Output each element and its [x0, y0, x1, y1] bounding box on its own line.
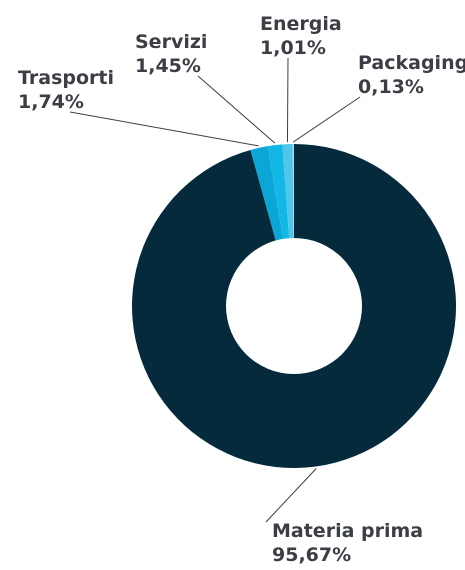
slice-label-trasporti: Trasporti: [18, 67, 114, 89]
leader-line-servizi: [197, 75, 276, 144]
slice-value-energia: 1,01%: [260, 37, 326, 59]
donut-hole: [226, 238, 362, 374]
leader-line-packaging: [293, 96, 361, 143]
leader-line-energia: [286, 57, 289, 143]
slice-label-energia: Energia: [260, 13, 342, 35]
leader-line-materia-prima: [265, 468, 317, 523]
slice-value-packaging: 0,13%: [358, 76, 424, 98]
slice-value-materia-prima: 95,67%: [272, 544, 351, 566]
slice-value-servizi: 1,45%: [135, 55, 201, 77]
slice-label-packaging: Packaging: [358, 52, 465, 74]
leader-lines: [69, 57, 361, 523]
leader-line-trasporti: [69, 111, 259, 147]
slice-value-trasporti: 1,74%: [18, 91, 84, 113]
slice-label-servizi: Servizi: [135, 31, 207, 53]
slice-label-materia-prima: Materia prima: [272, 520, 423, 542]
